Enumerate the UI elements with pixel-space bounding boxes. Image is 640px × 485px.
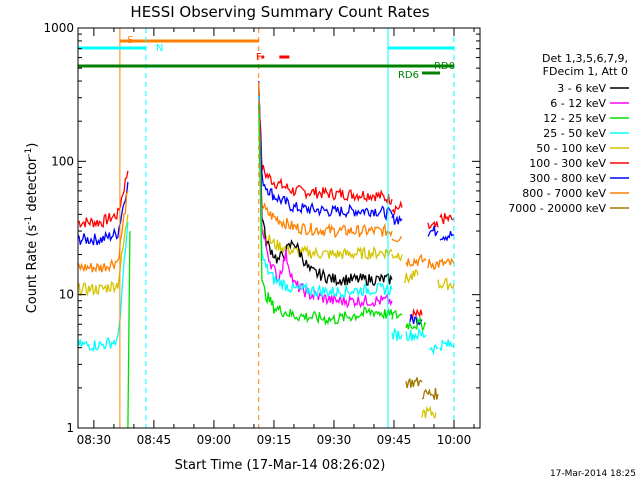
x-axis-label: Start Time (17-Mar-14 08:26:02) (175, 458, 386, 473)
series-0-segment-5 (439, 213, 455, 225)
flag-mark-3-1 (279, 55, 290, 59)
legend-label-5: 100 - 300 keV (529, 157, 606, 170)
series-5-segment-0 (258, 94, 393, 309)
y-tick-label-1: 10 (59, 288, 74, 302)
series-7-segment-1 (258, 103, 393, 327)
y-axis-label-main: Count Rate (s (25, 225, 40, 314)
series-3-segment-0 (77, 214, 129, 297)
legend-label-7: 800 - 7000 keV (522, 187, 606, 200)
series-2-segment-3 (405, 253, 427, 268)
series-layer (77, 81, 455, 429)
flag-mark-3-0 (261, 55, 265, 59)
flag-label-4: RD0 (434, 61, 455, 72)
series-0-segment-2 (391, 200, 403, 216)
chart-title: HESSI Observing Summary Count Rates (130, 3, 429, 21)
series-2-segment-1 (258, 83, 393, 239)
flag-label-1: N (156, 43, 163, 54)
flag-layer: S N F RD0 RD6 (77, 28, 455, 428)
axis-layer: 08:30 08:45 09:00 09:15 09:30 09:45 10:00 1 10 10… (43, 21, 481, 447)
y-axis-label-sup2: -1 (24, 148, 34, 157)
legend-label-2: 12 - 25 keV (543, 112, 606, 125)
series-3-segment-4 (421, 405, 437, 420)
flag-label-0: S (127, 35, 133, 46)
legend: Det 1,3,5,6,7,9,FDecim 1, Att 0 3 - 6 keV… (508, 52, 629, 215)
series-6-segment-4 (429, 344, 439, 356)
series-3-segment-5 (437, 277, 455, 291)
footer-timestamp: 17-Mar-2014 18:25 (550, 469, 636, 479)
series-8-segment-1 (421, 387, 439, 400)
x-tick-label-6: 10:00 (437, 433, 472, 447)
series-3-segment-2 (391, 252, 403, 262)
series-6-segment-3 (405, 327, 427, 342)
series-6-segment-1 (258, 95, 393, 300)
series-1-segment-5 (439, 231, 455, 242)
x-tick-label-0: 08:30 (77, 433, 112, 447)
legend-label-0: 3 - 6 keV (557, 82, 606, 95)
legend-label-4: 50 - 100 keV (536, 142, 606, 155)
y-axis-label-end: ) (25, 143, 40, 148)
y-tick-label-3: 1000 (43, 21, 74, 35)
series-7-segment-3 (405, 316, 427, 332)
series-0-segment-4 (427, 220, 439, 230)
x-tick-label-1: 08:45 (137, 433, 172, 447)
x-tick-label-4: 09:30 (317, 433, 352, 447)
plot-frame (77, 27, 481, 429)
series-6-segment-2 (391, 327, 403, 341)
legend-label-6: 300 - 800 keV (529, 172, 606, 185)
series-1-segment-1 (258, 81, 393, 222)
x-tick-label-3: 09:15 (257, 433, 292, 447)
y-axis-label-mid: detector (25, 156, 40, 216)
series-6-segment-5 (439, 339, 455, 351)
series-0-segment-0 (77, 170, 129, 229)
series-2-segment-0 (77, 190, 129, 273)
flag-label-3: F (256, 52, 262, 63)
legend-label-3: 25 - 50 keV (543, 127, 606, 140)
legend-label-1: 6 - 12 keV (550, 97, 606, 110)
flag-label-5: RD6 (398, 70, 419, 81)
series-2-segment-2 (391, 236, 403, 243)
series-1-segment-4 (427, 225, 439, 237)
legend-header-0: Det 1,3,5,6,7,9, (542, 52, 628, 65)
series-3-segment-3 (403, 269, 419, 284)
y-tick-label-2: 100 (51, 154, 74, 168)
series-0-segment-1 (258, 82, 393, 205)
series-8-segment-0 (405, 377, 423, 389)
series-7-segment-0 (127, 231, 131, 429)
x-tick-label-5: 09:45 (377, 433, 412, 447)
series-1-segment-2 (391, 213, 403, 225)
series-3-segment-1 (258, 92, 393, 261)
y-axis-label-sup1: -1 (24, 216, 34, 225)
series-1-segment-3 (409, 314, 423, 328)
series-1-segment-0 (77, 181, 129, 246)
y-axis-label: Count Rate (s-1 detector-1) (24, 143, 40, 314)
series-6-segment-0 (77, 222, 129, 352)
series-4-segment-0 (258, 94, 393, 287)
series-7-segment-2 (391, 309, 403, 320)
legend-header-1: FDecim 1, Att 0 (543, 65, 628, 78)
legend-label-8: 7000 - 20000 keV (508, 202, 606, 215)
series-2-segment-4 (427, 257, 455, 271)
x-tick-label-2: 09:00 (197, 433, 232, 447)
y-tick-label-0: 1 (66, 421, 74, 435)
